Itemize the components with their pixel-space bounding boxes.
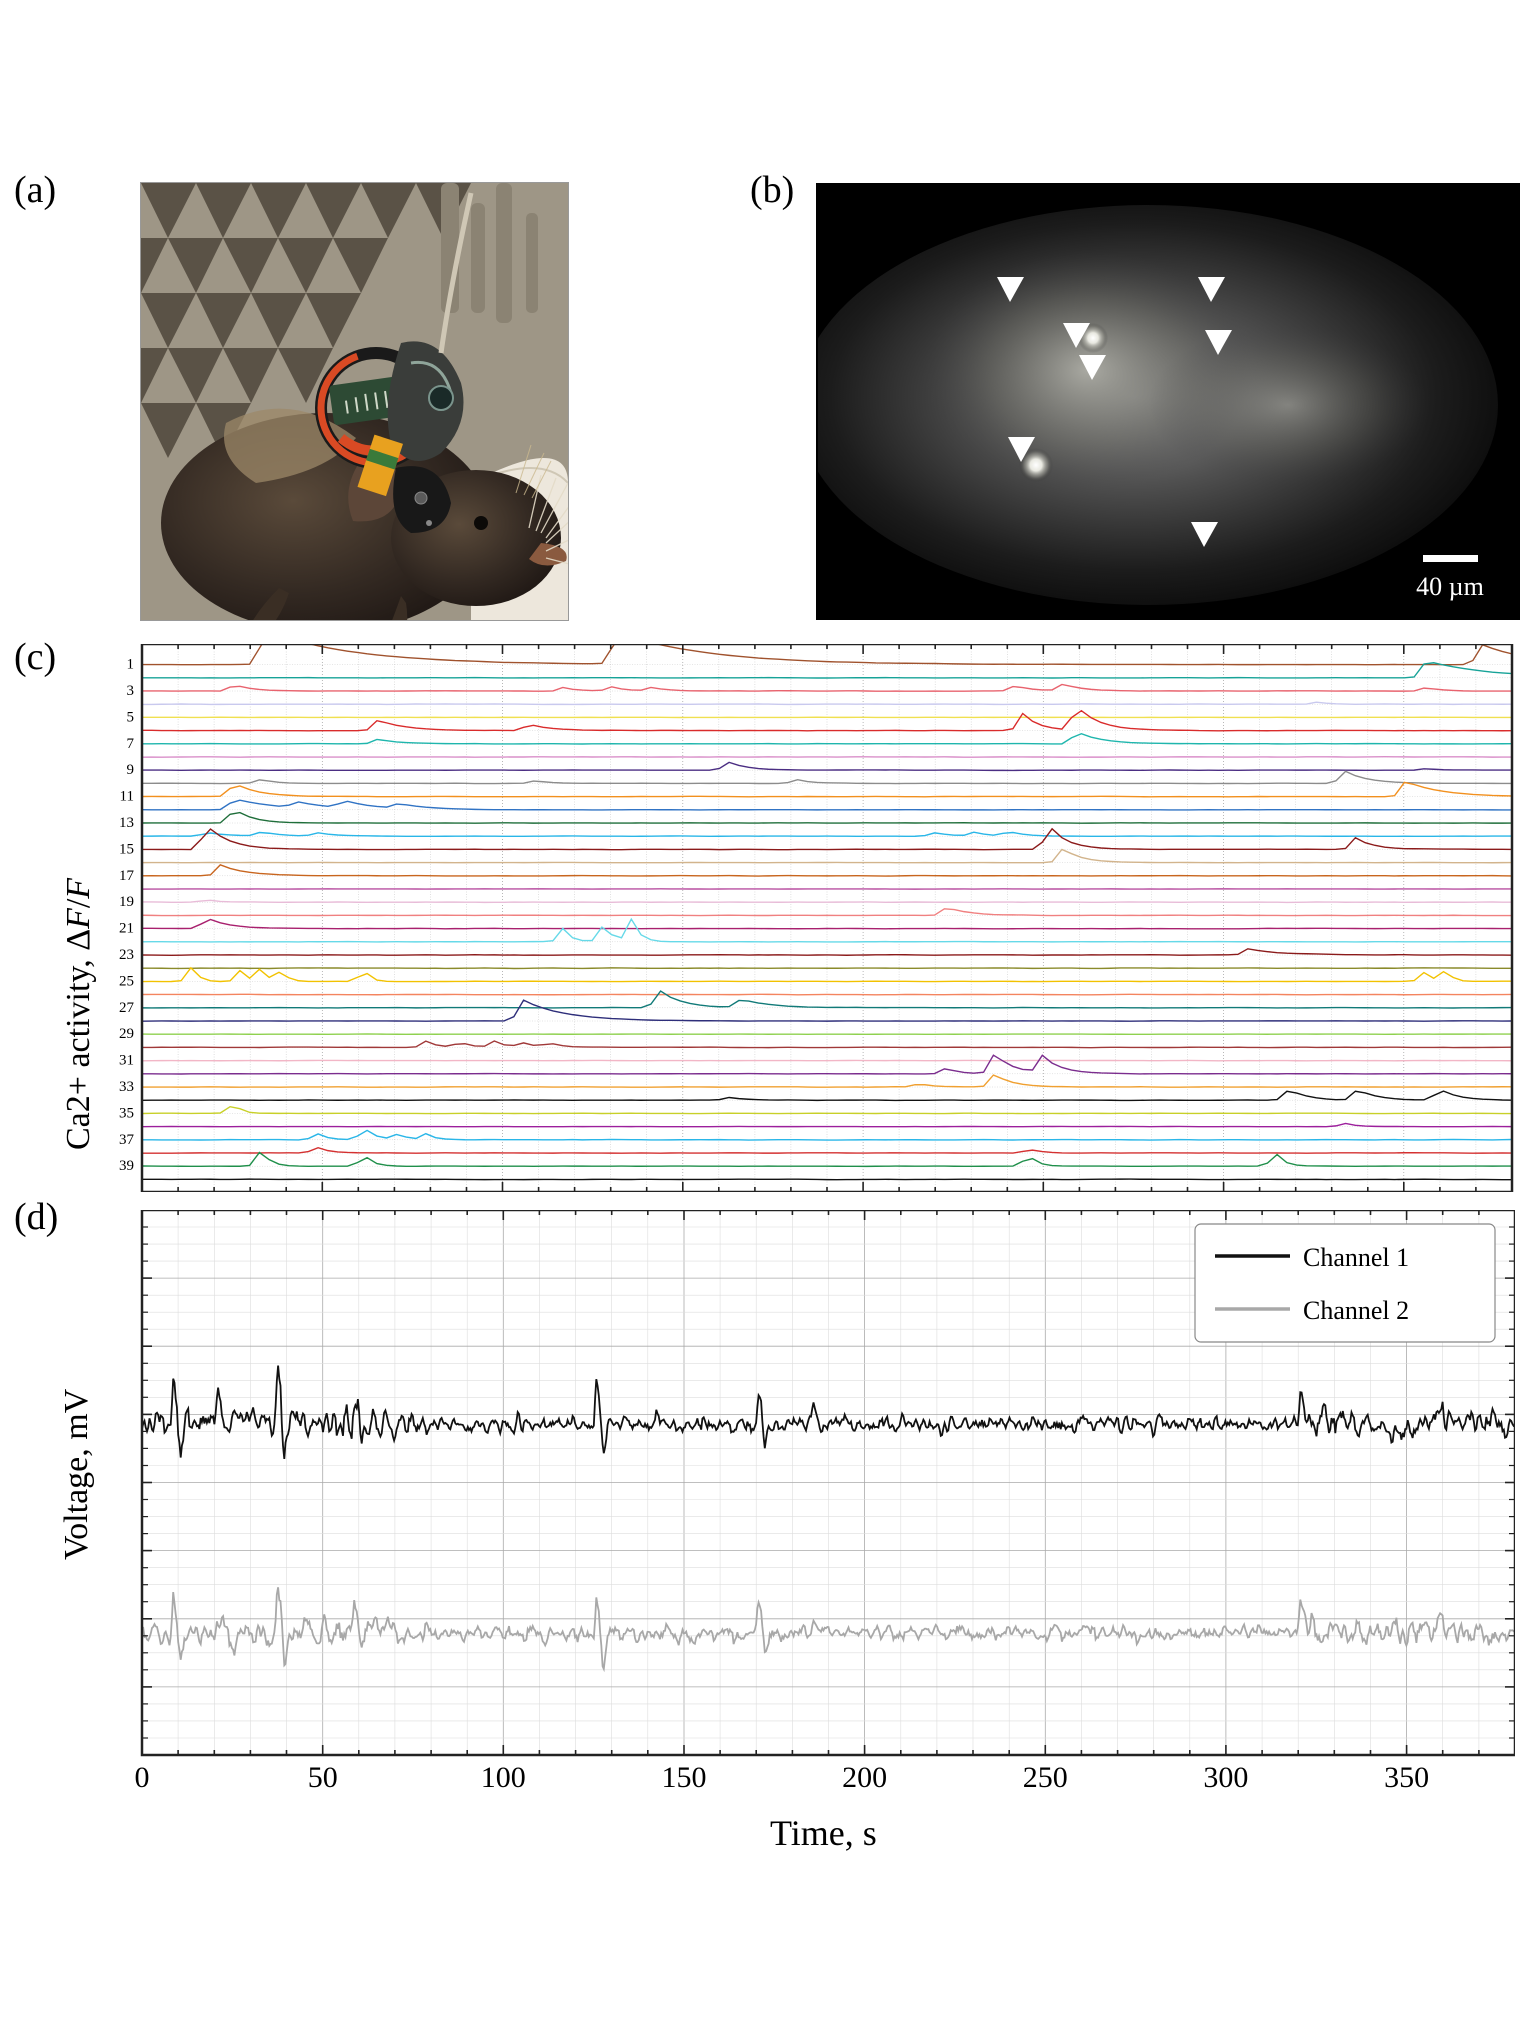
svg-text:0: 0 <box>135 1761 150 1794</box>
svg-text:Channel 2: Channel 2 <box>1303 1296 1409 1325</box>
svg-text:13: 13 <box>119 815 134 831</box>
svg-text:3: 3 <box>127 683 135 699</box>
svg-text:39: 39 <box>119 1158 134 1174</box>
svg-text:100: 100 <box>481 1761 526 1794</box>
svg-text:29: 29 <box>119 1026 134 1042</box>
svg-text:350: 350 <box>1384 1761 1429 1794</box>
svg-text:5: 5 <box>127 709 135 725</box>
svg-text:21: 21 <box>119 921 134 937</box>
svg-text:9: 9 <box>127 762 135 778</box>
svg-text:7: 7 <box>127 736 135 752</box>
svg-text:27: 27 <box>119 1000 135 1016</box>
svg-text:33: 33 <box>119 1079 134 1095</box>
svg-text:Channel 1: Channel 1 <box>1303 1243 1409 1272</box>
svg-text:300: 300 <box>1203 1761 1248 1794</box>
svg-text:19: 19 <box>119 894 134 910</box>
svg-text:35: 35 <box>119 1105 134 1121</box>
svg-text:37: 37 <box>119 1132 135 1148</box>
svg-text:50: 50 <box>308 1761 338 1794</box>
svg-text:40 µm: 40 µm <box>1416 572 1484 601</box>
svg-text:1: 1 <box>127 657 135 673</box>
svg-text:23: 23 <box>119 947 134 963</box>
svg-text:31: 31 <box>119 1053 134 1069</box>
svg-text:11: 11 <box>120 789 134 805</box>
svg-text:200: 200 <box>842 1761 887 1794</box>
svg-text:15: 15 <box>119 841 134 857</box>
svg-text:17: 17 <box>119 868 135 884</box>
svg-text:150: 150 <box>662 1761 707 1794</box>
svg-text:250: 250 <box>1023 1761 1068 1794</box>
svg-text:25: 25 <box>119 973 134 989</box>
